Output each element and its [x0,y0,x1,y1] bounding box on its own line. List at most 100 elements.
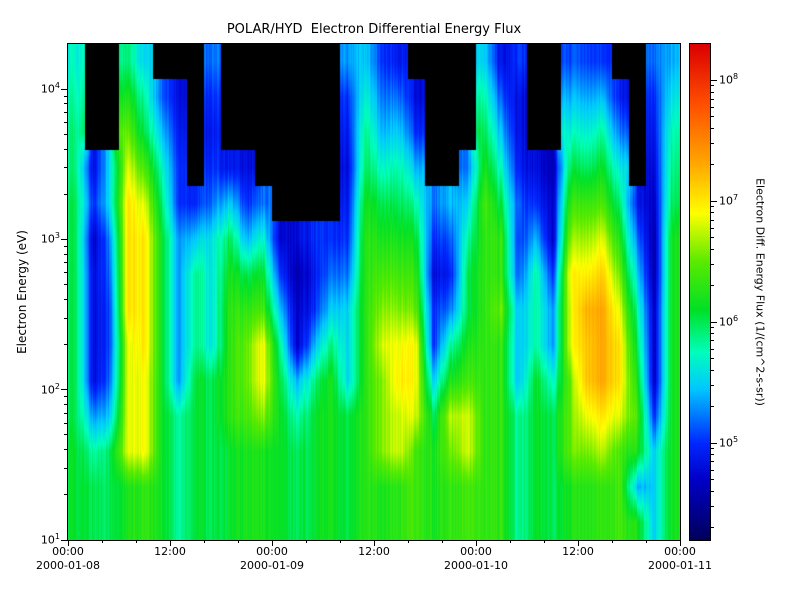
x-axis-tick-label: 12:00 [154,545,186,558]
colorbar-minor-tick [711,85,714,87]
colorbar-minor-tick [711,454,714,456]
spectrogram-heatmap [67,43,681,541]
colorbar-minor-tick [711,219,714,221]
colorbar-minor-tick [711,490,714,492]
colorbar-minor-tick [711,98,714,100]
colorbar-gradient [689,43,711,541]
y-axis-minor-tick [64,317,68,319]
y-axis-major-tick [61,539,68,541]
y-axis-minor-tick [64,245,68,247]
colorbar-minor-tick [711,340,714,342]
colorbar-tick-label: 107 [719,193,739,208]
colorbar-minor-tick [711,206,714,208]
x-axis-major-tick [577,540,579,546]
x-axis-date-label: 2000-01-11 [648,559,712,572]
y-axis-tick-label: 101 [40,532,60,547]
x-axis-tick-label: 00:00 [256,545,288,558]
x-axis-minor-tick [101,540,103,543]
colorbar-minor-tick [711,212,714,214]
x-axis-date-label: 2000-01-08 [36,559,100,572]
exponent: 4 [54,81,60,91]
colorbar-minor-tick [711,248,714,250]
colorbar-tick-label: 105 [719,435,739,450]
x-axis-minor-tick [509,540,511,543]
colorbar-minor-tick [711,327,714,329]
y-axis-minor-tick [64,193,68,195]
y-axis-minor-tick [64,95,68,97]
colorbar-minor-tick [711,448,714,450]
chart-title: POLAR/HYD Electron Differential Energy F… [226,22,522,37]
x-axis-major-tick [67,540,69,546]
y-axis-minor-tick [64,494,68,496]
x-axis-minor-tick [645,540,647,543]
colorbar-minor-tick [711,358,714,360]
x-axis-tick-label: 12:00 [358,545,390,558]
colorbar-minor-tick [711,369,714,371]
colorbar-major-tick [711,442,717,444]
colorbar-minor-tick [711,505,714,507]
colorbar-minor-tick [711,348,714,350]
colorbar-minor-tick [711,143,714,145]
y-axis-major-tick [61,389,68,391]
colorbar-tick-label: 106 [719,314,739,329]
exponent: 3 [54,231,60,241]
x-axis-major-tick [169,540,171,546]
x-axis-minor-tick [305,540,307,543]
colorbar-minor-tick [711,285,714,287]
y-axis-minor-tick [64,253,68,255]
y-axis-minor-tick [64,403,68,405]
y-axis-minor-tick [64,133,68,135]
colorbar-minor-tick [711,264,714,266]
x-axis-minor-tick [237,540,239,543]
exponent: 8 [733,72,739,82]
colorbar-major-tick [711,321,717,323]
y-axis-tick-label: 102 [40,381,60,397]
colorbar-minor-tick [711,384,714,386]
x-axis-minor-tick [441,540,443,543]
x-axis-tick-label: 00:00 [460,545,492,558]
x-axis-tick-label: 12:00 [562,545,594,558]
x-axis-tick-label: 00:00 [52,545,84,558]
y-axis-minor-tick [64,449,68,451]
y-axis-minor-tick [64,148,68,150]
y-axis-tick-label: 103 [40,231,60,247]
colorbar-minor-tick [711,461,714,463]
y-axis-minor-tick [64,412,68,414]
exponent: 2 [54,381,60,391]
y-axis-major-tick [61,238,68,240]
colorbar-major-tick [711,79,717,81]
colorbar-label: Electron Diff. Energy Flux (1/(cm^2-s-sr… [753,178,767,406]
y-axis-minor-tick [64,396,68,398]
exponent: 1 [54,532,60,541]
exponent: 6 [733,314,739,324]
x-axis-date-label: 2000-01-10 [444,559,508,572]
x-axis-minor-tick [203,540,205,543]
y-axis-minor-tick [64,272,68,274]
x-axis-date-label: 2000-01-09 [240,559,304,572]
colorbar-minor-tick [711,237,714,239]
colorbar-minor-tick [711,527,714,529]
y-axis-minor-tick [64,262,68,264]
y-axis-minor-tick [64,298,68,300]
y-axis-minor-tick [64,122,68,124]
x-axis-minor-tick [407,540,409,543]
y-axis-minor-tick [64,167,68,169]
x-axis-major-tick [475,540,477,546]
x-axis-minor-tick [543,540,545,543]
colorbar-minor-tick [711,227,714,229]
x-axis-minor-tick [135,540,137,543]
colorbar-minor-tick [711,479,714,481]
x-axis-tick-label: 00:00 [664,545,696,558]
y-axis-label: Electron Energy (eV) [15,230,29,354]
colorbar-minor-tick [711,91,714,93]
exponent: 5 [733,435,739,445]
colorbar-tick-label: 108 [719,72,739,87]
y-axis-tick-label: 104 [40,81,60,96]
y-axis-minor-tick [64,434,68,436]
colorbar-minor-tick [711,469,714,471]
x-axis-major-tick [271,540,273,546]
y-axis-minor-tick [64,422,68,424]
y-axis-minor-tick [64,112,68,113]
colorbar-minor-tick [711,406,714,408]
